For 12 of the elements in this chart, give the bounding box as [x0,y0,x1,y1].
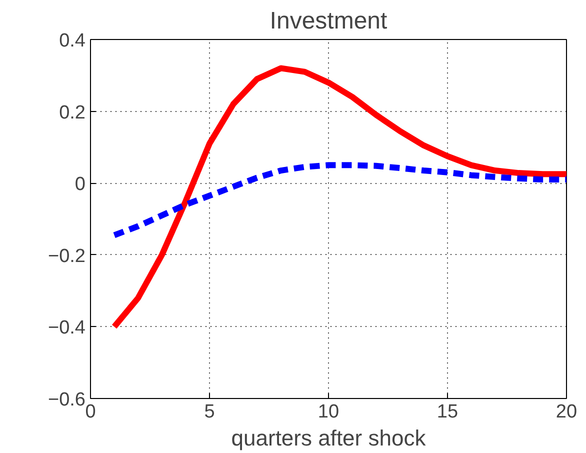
x-axis-title: quarters after shock [231,426,427,450]
y-tick-label: 0.4 [59,30,86,52]
y-tick-label: −0.6 [48,390,86,410]
y-tick-label: −0.2 [48,246,86,267]
y-tick-label: 0.2 [59,102,86,124]
y-tick-label: −0.4 [48,318,86,339]
x-tick-label: 15 [436,402,458,422]
x-tick-label: 5 [204,402,215,422]
chart-title: Investment [270,8,388,34]
y-tick-label: 0 [74,174,86,196]
x-tick-label: 10 [318,402,340,422]
x-tick-label: 20 [556,402,578,422]
